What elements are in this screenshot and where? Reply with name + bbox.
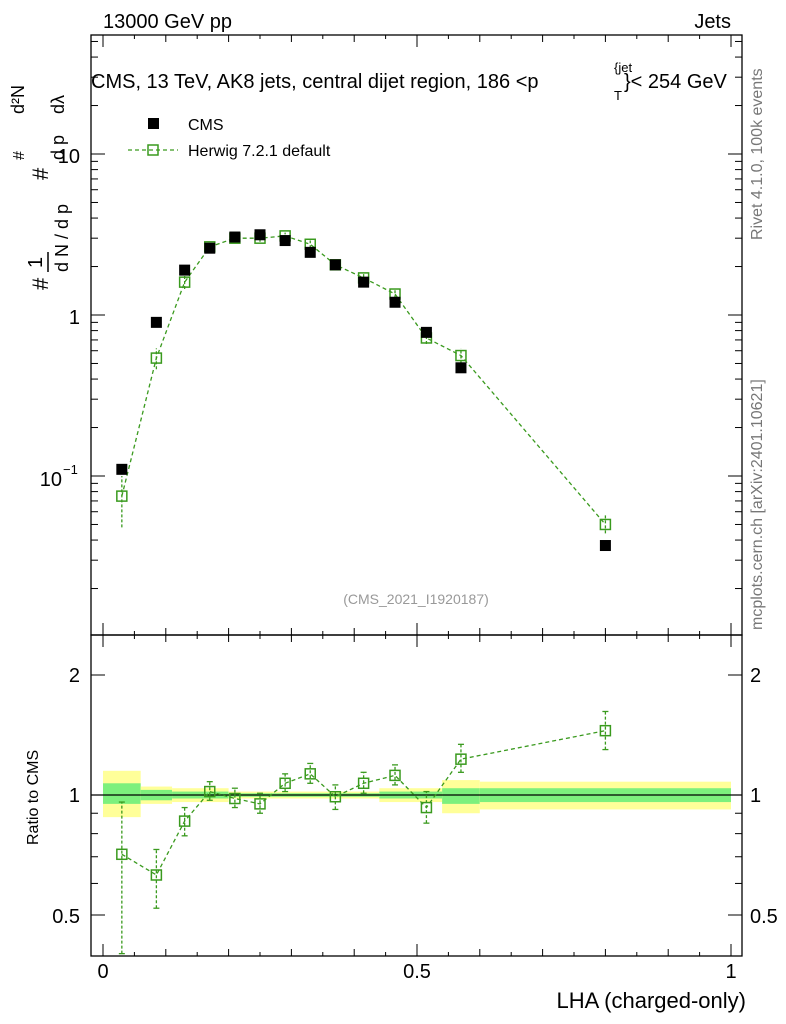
ratio-ytick-1-right: 1 — [750, 785, 761, 807]
axis-ticks — [91, 35, 742, 956]
xtick-label-1: 1 — [725, 961, 736, 983]
ytick-label-0.1: 10 — [40, 469, 62, 491]
cms-point — [304, 246, 316, 258]
side-site-label: mcplots.cern.ch [arXiv:2401.10621] — [749, 379, 766, 630]
svg-text:d p: d p — [48, 135, 68, 160]
herwig-point — [599, 518, 612, 531]
svg-text:#: # — [28, 167, 53, 180]
cms-point — [229, 231, 241, 243]
ratio-point — [420, 801, 433, 814]
svg-text:#: # — [28, 277, 53, 290]
plot-title-main: CMS, 13 TeV, AK8 jets, central dijet reg… — [91, 71, 539, 93]
main-herwig-series — [116, 230, 612, 534]
ratio-ytick-1: 1 — [69, 785, 80, 807]
legend-herwig-marker — [147, 144, 159, 156]
ratio-herwig-series — [116, 710, 612, 955]
cms-point — [116, 463, 128, 475]
ratio-ytick-2-right: 2 — [750, 665, 761, 687]
cms-point — [204, 242, 216, 254]
ratio-ytick-0.5-right: 0.5 — [750, 906, 778, 928]
herwig-point — [178, 276, 191, 288]
ratio-point — [178, 815, 191, 827]
ytick-label-0.1-exp: −1 — [63, 462, 78, 477]
ratio-point — [279, 777, 291, 790]
herwig-point — [455, 349, 467, 362]
band-inner — [103, 783, 141, 804]
plot-title-tail: }< 254 GeV — [624, 71, 728, 93]
ratio-point — [357, 777, 370, 790]
plot-title: CMS, 13 TeV, AK8 jets, central dijet reg… — [91, 71, 539, 93]
herwig-point — [150, 352, 163, 364]
ratio-point — [204, 785, 216, 798]
xtick-label-0.5: 0.5 — [403, 961, 431, 983]
svg-text:1: 1 — [25, 257, 47, 268]
main-ylabel: # 1 d N / d p # # d p d²N dλ — [8, 85, 72, 290]
ratio-point — [599, 724, 612, 737]
xlabel: LHA (charged-only) — [556, 988, 746, 1013]
ratio-point — [254, 798, 266, 810]
ytick-label-10: 10 — [58, 146, 80, 168]
plot-title-sup: {jet — [614, 60, 632, 75]
energy-label: 13000 GeV pp — [103, 11, 232, 33]
legend-cms-label: CMS — [188, 117, 224, 134]
cms-point — [599, 540, 611, 552]
cms-point — [279, 235, 291, 247]
cms-point — [420, 326, 432, 338]
side-rivet-label: Rivet 4.1.0, 100k events — [749, 68, 766, 240]
legend-cms-marker — [148, 118, 159, 129]
uncertainty-bands — [103, 770, 731, 818]
xtick-label-0: 0 — [97, 961, 108, 983]
ratio-point — [329, 790, 342, 803]
svg-text:#: # — [11, 151, 28, 160]
ratio-ytick-0.5: 0.5 — [52, 906, 80, 928]
ytick-label-1: 1 — [69, 307, 80, 329]
cms-point — [455, 362, 467, 374]
analysis-watermark: (CMS_2021_I1920187) — [343, 591, 489, 607]
ratio-ytick-2: 2 — [69, 665, 80, 687]
cms-point — [329, 259, 341, 271]
cms-point — [150, 316, 162, 328]
plot-title-sub: T — [614, 88, 622, 103]
cms-point — [179, 264, 191, 276]
main-cms-series — [116, 229, 611, 552]
band-inner — [442, 788, 480, 804]
herwig-point — [116, 490, 128, 502]
ratio-point — [389, 769, 401, 782]
svg-text:d²N: d²N — [8, 85, 28, 114]
cms-point — [389, 296, 401, 308]
ratio-point — [116, 848, 128, 861]
ratio-point — [304, 768, 316, 780]
ratio-point — [229, 792, 241, 805]
category-label: Jets — [694, 11, 731, 33]
ratio-ylabel: Ratio to CMS — [25, 750, 42, 845]
ratio-point — [150, 869, 163, 881]
legend-herwig-label: Herwig 7.2.1 default — [188, 143, 331, 160]
svg-text:d N / d p: d N / d p — [52, 204, 72, 272]
cms-point — [358, 276, 370, 288]
ratio-point — [455, 753, 467, 765]
cms-point — [254, 229, 266, 241]
svg-text:dλ: dλ — [48, 95, 68, 114]
